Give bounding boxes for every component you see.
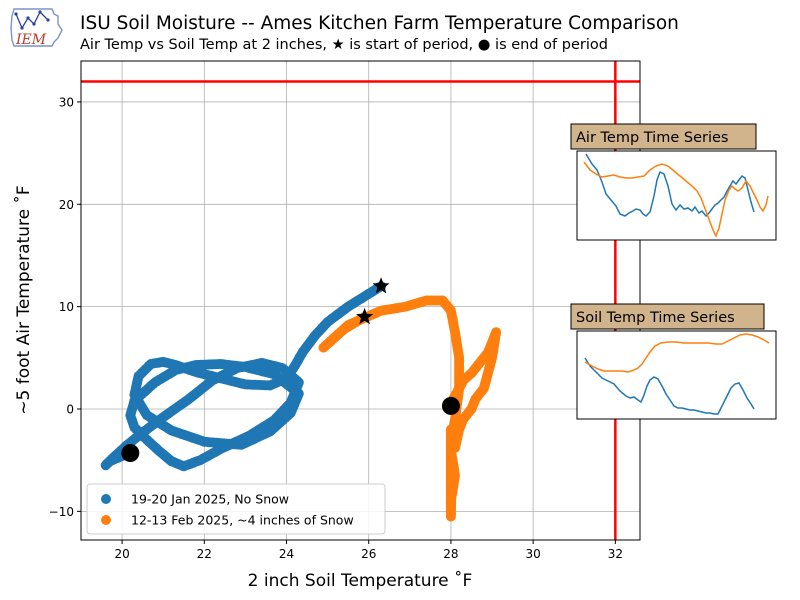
x-tick-label: 32 [608, 547, 623, 561]
x-tick-label: 24 [279, 547, 294, 561]
x-tick-label: 20 [114, 547, 129, 561]
legend-label-jan: 19-20 Jan 2025, No Snow [131, 492, 289, 507]
soil-inset-feb-line [584, 333, 770, 373]
legend-label-feb: 12-13 Feb 2025, ~4 inches of Snow [131, 513, 354, 528]
soil-inset-frame [576, 330, 777, 420]
air-inset-title-box [570, 123, 757, 150]
logo-text: IEM [15, 32, 47, 48]
iem-logo: IEM [10, 8, 63, 48]
y-tick-label: 30 [59, 95, 74, 109]
soil-inset-title-box [570, 303, 765, 330]
end-of-period-marker [121, 444, 140, 463]
air-temp-inset: Air Temp Time Series [570, 123, 777, 241]
start-of-period-marker [372, 277, 390, 294]
data-points [100, 281, 502, 522]
period-markers [121, 277, 460, 463]
x-tick-label: 22 [197, 547, 212, 561]
x-tick-label: 30 [525, 547, 540, 561]
legend-box [86, 483, 386, 535]
x-tick-label: 26 [361, 547, 376, 561]
chart-subtitle: Air Temp vs Soil Temp at 2 inches, ★ is … [80, 37, 608, 53]
legend-marker-feb [101, 515, 111, 525]
axis-ticks: 20 22 24 26 28 30 32 −10 0 10 20 30 [49, 95, 623, 561]
plot-frame [80, 60, 641, 541]
legend: 19-20 Jan 2025, No Snow 12-13 Feb 2025, … [86, 483, 386, 535]
chart-title: ISU Soil Moisture -- Ames Kitchen Farm T… [80, 13, 679, 34]
x-tick-label: 28 [443, 547, 458, 561]
soil-inset-title: Soil Temp Time Series [576, 310, 735, 326]
y-tick-label: 10 [59, 300, 74, 314]
legend-marker-jan [101, 494, 111, 504]
x-axis-label: 2 inch Soil Temperature ˚F [248, 570, 473, 591]
y-tick-label: 20 [59, 198, 74, 212]
end-of-period-marker [441, 396, 460, 415]
y-tick-label: −10 [49, 505, 74, 519]
start-of-period-marker [356, 307, 374, 325]
soil-temp-inset: Soil Temp Time Series [570, 303, 777, 420]
series-1 [318, 295, 502, 522]
soil-inset-jan-line [584, 357, 755, 415]
air-inset-jan-line [585, 153, 755, 218]
series-0 [100, 281, 387, 472]
air-inset-feb-line [583, 161, 769, 238]
air-inset-frame [576, 150, 777, 241]
y-tick-label: 0 [66, 402, 74, 416]
y-axis-label: ~5 foot Air Temperature ˚F [13, 185, 34, 414]
air-inset-title: Air Temp Time Series [576, 130, 728, 146]
